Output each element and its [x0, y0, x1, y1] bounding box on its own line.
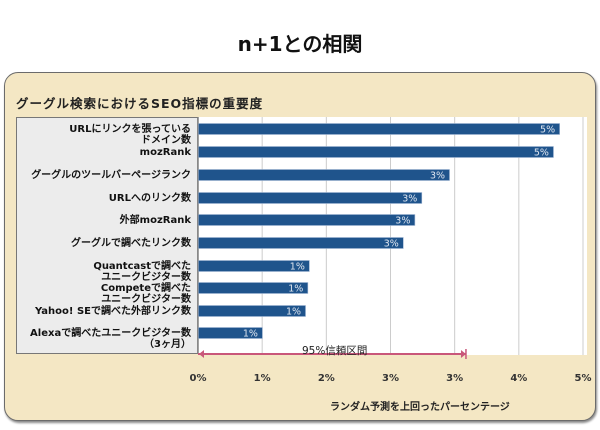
category-label: 外部mozRank — [119, 215, 191, 226]
category-label: Competeで調べた ユニークビジター数 — [100, 283, 191, 305]
confidence-interval-label: 95%信頼区間 — [302, 345, 368, 357]
data-label: 1% — [243, 329, 258, 340]
x-tick-label: 2% — [317, 373, 335, 384]
data-label: 3% — [402, 194, 417, 205]
category-label: mozRank — [139, 147, 191, 158]
data-label: 1% — [286, 307, 301, 318]
bar — [198, 260, 310, 272]
ci-end-marker — [460, 350, 466, 358]
chart-title: グーグル検索におけるSEO指標の重要度 — [16, 96, 264, 111]
data-label: 3% — [395, 216, 410, 227]
data-label: 1% — [290, 262, 305, 273]
data-label: 5% — [534, 148, 549, 159]
bar — [198, 327, 263, 339]
x-tick-label: 3% — [382, 373, 399, 384]
category-label: Alexaで調べたユニークビジター数 （3ヶ月） — [30, 328, 191, 350]
bar — [198, 146, 554, 158]
bar — [198, 237, 404, 249]
bar — [198, 214, 416, 226]
x-tick-label: 3% — [446, 373, 464, 384]
x-tick-label: 0% — [189, 373, 207, 384]
category-label: Yahoo! SEで調べた外部リンク数 — [34, 306, 191, 317]
category-labels-panel: URLにリンクを張っている ドメイン数 mozRank グーグルのツールバーページラ… — [16, 117, 199, 354]
category-label: URLへのリンク数 — [108, 193, 191, 204]
x-tick-label: 5% — [574, 373, 592, 384]
bar — [198, 282, 309, 294]
category-label: URLにリンクを張っている ドメイン数 — [69, 124, 191, 146]
category-label: グーグルのツールバーページランク — [31, 170, 191, 181]
plot-area: 5% 5% 3% 3% 3% 3% 1% 1% 1% 1% — [198, 117, 587, 359]
data-label: 3% — [430, 171, 445, 182]
data-label: 1% — [288, 284, 303, 295]
bar — [198, 123, 560, 135]
bar — [198, 169, 450, 181]
category-label: Quantcastで調べた ユニークビジター数 — [93, 261, 191, 283]
data-label: 3% — [384, 239, 399, 250]
bar — [198, 305, 306, 317]
x-tick-label: 4% — [510, 373, 528, 384]
x-tick-label: 1% — [253, 373, 271, 384]
data-label: 5% — [540, 125, 555, 136]
page-title: n+1との相関 — [237, 32, 363, 56]
category-label: グーグルで調べたリンク数 — [71, 238, 191, 249]
bar — [198, 192, 423, 204]
ci-start-marker — [199, 350, 204, 358]
x-axis-label: ランダム予測を上回ったパーセンテージ — [330, 402, 510, 413]
